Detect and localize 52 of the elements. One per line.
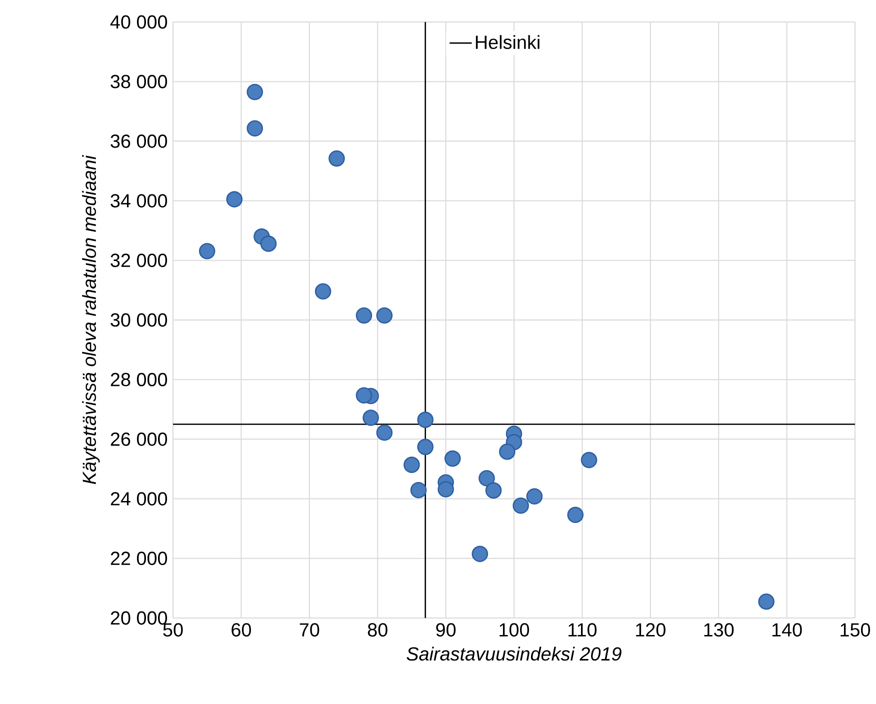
y-tick-label: 34 000 <box>110 194 168 208</box>
point <box>567 506 584 524</box>
point <box>580 452 598 468</box>
point <box>410 482 427 498</box>
y-axis-title: Käytettävissä oleva rahatulon mediaani <box>82 154 100 484</box>
x-tick-label: 70 <box>300 623 320 637</box>
x-tick-label: 130 <box>704 623 734 637</box>
x-tick-label: 60 <box>232 623 251 637</box>
y-tick-label: 20 000 <box>110 611 168 625</box>
x-tick-label: 140 <box>772 623 802 637</box>
x-tick-label: 100 <box>500 623 530 637</box>
point <box>404 456 420 473</box>
point <box>376 307 393 324</box>
x-tick-label: 110 <box>568 623 597 637</box>
point <box>485 482 502 499</box>
y-tick-label: 36 000 <box>110 134 168 148</box>
x-tick-label: 90 <box>436 623 456 637</box>
point <box>758 593 774 610</box>
point <box>226 191 243 208</box>
point <box>478 470 495 486</box>
y-tick-label: 28 000 <box>110 372 168 386</box>
point <box>328 150 345 167</box>
point <box>260 236 277 252</box>
point <box>246 84 263 100</box>
y-tick-label: 24 000 <box>110 492 168 506</box>
point <box>376 424 393 441</box>
point <box>246 120 263 137</box>
point <box>438 481 454 498</box>
point <box>417 438 434 456</box>
point <box>417 412 434 428</box>
point <box>314 283 332 300</box>
y-tick-label: 26 000 <box>110 432 168 446</box>
x-tick-label: 80 <box>368 623 388 637</box>
x-tick-label: 50 <box>163 623 183 637</box>
y-tick-label: 32 000 <box>110 254 168 268</box>
point <box>362 410 379 426</box>
point <box>198 242 216 260</box>
point <box>356 307 372 324</box>
point <box>512 497 529 514</box>
point <box>356 387 372 404</box>
ref-line-label: Helsinki <box>476 35 540 50</box>
y-tick-label: 38 000 <box>110 74 168 88</box>
y-tick-label: 22 000 <box>110 552 168 566</box>
x-tick-label: 120 <box>636 623 666 637</box>
point <box>526 488 543 505</box>
y-tick-label: 40 000 <box>110 15 168 29</box>
point <box>472 546 488 562</box>
x-axis-title: Sairastavuusindeksi 2019 <box>406 646 622 661</box>
x-tick-label: 150 <box>840 623 870 637</box>
point <box>444 450 461 467</box>
y-tick-label: 30 000 <box>110 313 168 327</box>
point <box>499 444 516 460</box>
